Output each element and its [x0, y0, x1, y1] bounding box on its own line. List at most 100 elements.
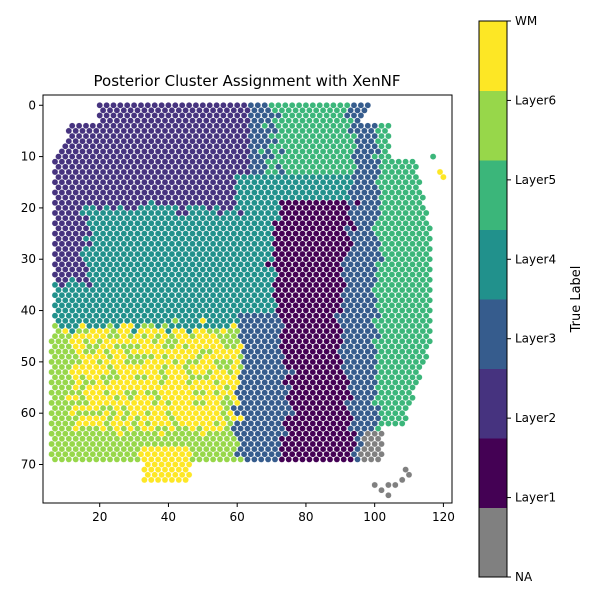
spot-layer5 [391, 173, 399, 181]
spot-layer5 [398, 194, 406, 201]
spot-layer3 [247, 102, 255, 109]
spot-layer2 [137, 194, 145, 201]
spot-layer2 [144, 132, 152, 140]
spot-layer2 [223, 168, 231, 176]
spot-layer5 [395, 158, 403, 165]
spot-layer1 [285, 209, 293, 217]
spot-layer2 [233, 102, 241, 109]
spot-layer4 [319, 189, 327, 196]
spot-layer2 [130, 122, 138, 130]
spot-layer1 [278, 219, 286, 227]
spot-layer2 [127, 189, 134, 196]
spot-layer4 [86, 209, 93, 217]
spot-layer5 [268, 163, 275, 171]
spot-layer2 [230, 178, 238, 186]
spot-layer2 [106, 107, 114, 114]
y-axis: 0 10 20 30 40 50 60 70 [21, 98, 43, 472]
spot-layer2 [134, 168, 141, 176]
spot-layer3 [371, 214, 379, 222]
spot-layer2 [182, 127, 189, 135]
spot-layer2 [103, 122, 110, 130]
spot-layer2 [213, 102, 220, 109]
spot-layer2 [233, 132, 241, 140]
spot-layer3 [371, 184, 379, 191]
spot-layer2 [178, 132, 186, 140]
spot-layer3 [354, 158, 361, 165]
spot-layer5 [409, 178, 416, 186]
spot-layer4 [257, 219, 265, 227]
spot-layer1 [302, 225, 310, 232]
spot-layer5 [333, 148, 341, 155]
spot-layer2 [230, 148, 238, 155]
spot-layer2 [154, 117, 162, 124]
spot-layer2 [110, 153, 117, 160]
spot-layer2 [168, 117, 176, 124]
spot-layer2 [165, 173, 172, 181]
spot-layer2 [196, 127, 203, 135]
spot-layer2 [182, 117, 189, 124]
spot-layer5 [257, 148, 265, 155]
spot-layer2 [175, 189, 183, 196]
spot-layer1 [333, 230, 341, 237]
spot-layer3 [364, 142, 372, 150]
spot-layer3 [254, 132, 262, 140]
spot-layer5 [292, 168, 299, 176]
spot-layer2 [182, 137, 189, 145]
spot-layer4 [295, 173, 303, 181]
spot-layer5 [405, 225, 413, 232]
spot-layer2 [93, 148, 100, 155]
spot-layer4 [144, 225, 152, 232]
spot-layer2 [209, 158, 217, 165]
spot-layer2 [106, 158, 114, 165]
spot-layer1 [336, 214, 344, 222]
spot-layer5 [381, 137, 389, 145]
spot-layer4 [141, 230, 148, 237]
spot-layer5 [391, 194, 399, 201]
spot-layer5 [306, 148, 313, 155]
spot-layer2 [175, 158, 183, 165]
spot-layer2 [223, 107, 231, 114]
spot-layer5 [316, 153, 324, 160]
spot-layer3 [354, 209, 361, 217]
spot-layer3 [361, 127, 368, 135]
spot-layer1 [288, 225, 296, 232]
spot-layer2 [209, 168, 217, 176]
spot-layer2 [237, 148, 244, 155]
spot-layer5 [395, 219, 403, 227]
spot-layer1 [285, 219, 293, 227]
spot-layer3 [350, 153, 358, 160]
spot-layer5 [295, 132, 303, 140]
spot-wm [161, 476, 169, 484]
spot-layer4 [316, 173, 324, 181]
spot-layer2 [68, 225, 76, 232]
spot-layer5 [405, 173, 413, 181]
spot-layer2 [154, 178, 162, 186]
spot-layer2 [137, 184, 145, 191]
y-tick-label: 60 [21, 406, 36, 420]
spot-layer4 [244, 219, 251, 227]
spot-layer2 [158, 112, 165, 119]
spot-layer3 [367, 168, 375, 176]
spot-layer1 [319, 199, 327, 207]
spot-layer5 [388, 230, 396, 237]
spot-layer5 [326, 107, 334, 114]
spot-layer1 [275, 225, 282, 232]
spot-layer2 [82, 153, 90, 160]
x-tick-label: 20 [92, 510, 107, 524]
spot-layer2 [147, 148, 155, 155]
spot-layer2 [79, 219, 86, 227]
spot-layer6 [99, 456, 107, 463]
spot-layer2 [58, 230, 66, 237]
spot-layer2 [58, 189, 66, 196]
spot-layer3 [347, 230, 354, 237]
spot-layer4 [220, 214, 227, 222]
spot-layer5 [264, 168, 272, 176]
spot-layer2 [130, 102, 138, 109]
spot-layer3 [261, 102, 269, 109]
spot-layer5 [381, 127, 389, 135]
spot-layer5 [319, 107, 327, 114]
spot-layer4 [130, 214, 138, 222]
spot-layer4 [312, 178, 320, 186]
spot-layer5 [285, 168, 293, 176]
spot-layer3 [251, 158, 258, 165]
